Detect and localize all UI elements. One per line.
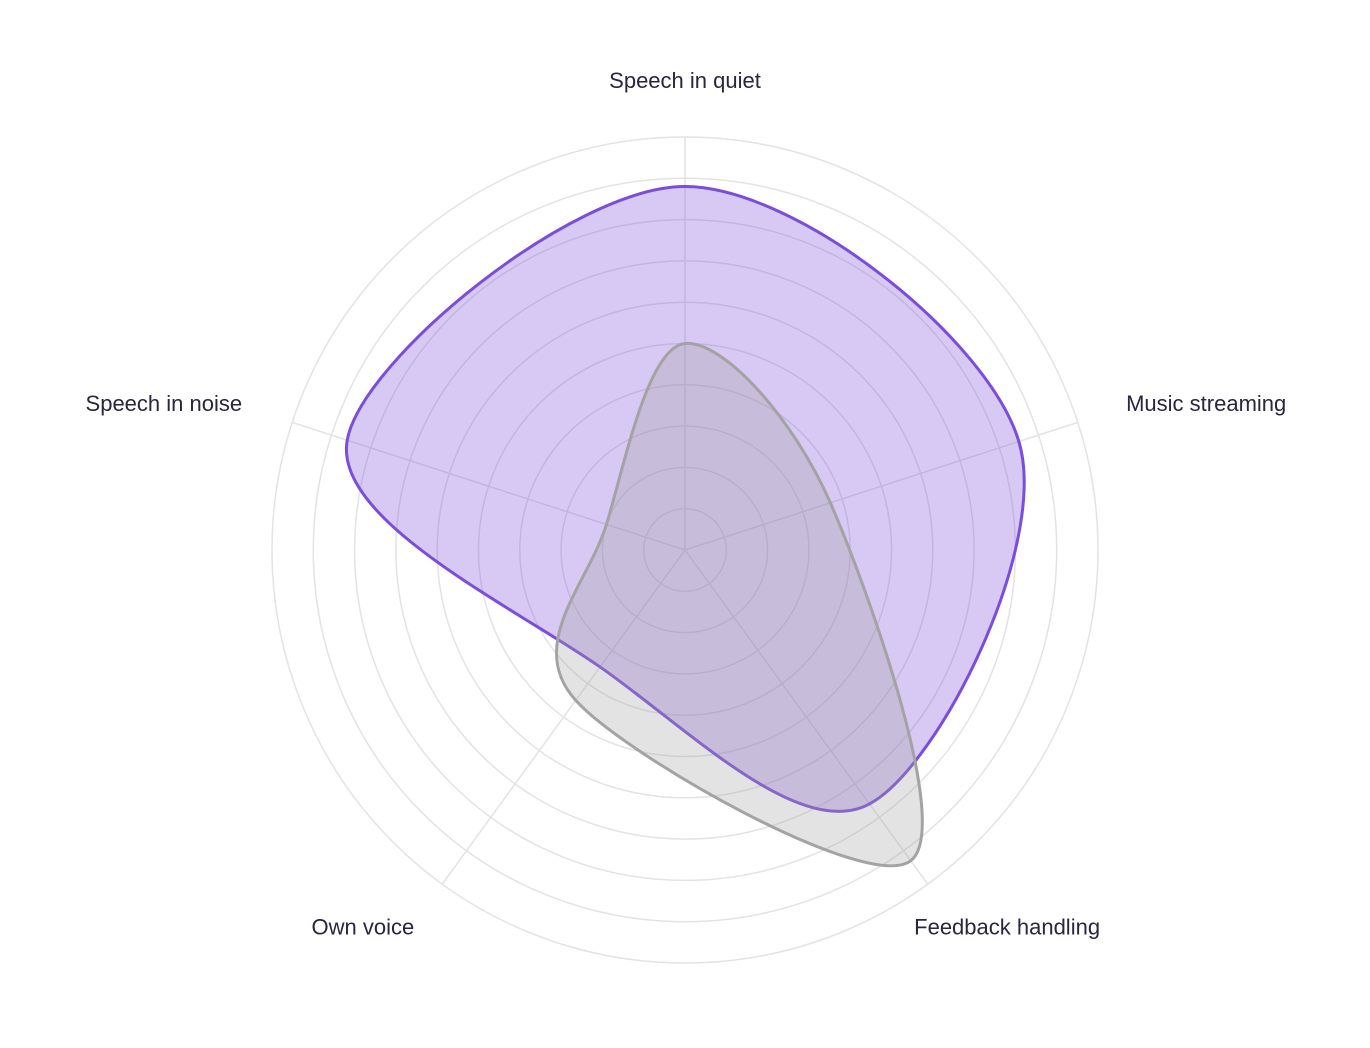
spoke bbox=[684, 549, 929, 885]
axis-label: Feedback handling bbox=[914, 914, 1100, 939]
spoke bbox=[441, 549, 686, 885]
axis-label: Music streaming bbox=[1126, 391, 1286, 416]
radar-area bbox=[555, 341, 924, 868]
axis-label: Own voice bbox=[312, 914, 415, 939]
spoke bbox=[291, 421, 686, 551]
spoke bbox=[684, 421, 1079, 551]
radar-area bbox=[345, 185, 1026, 813]
axis-label: Speech in quiet bbox=[609, 68, 761, 93]
axis-label: Speech in noise bbox=[86, 391, 243, 416]
